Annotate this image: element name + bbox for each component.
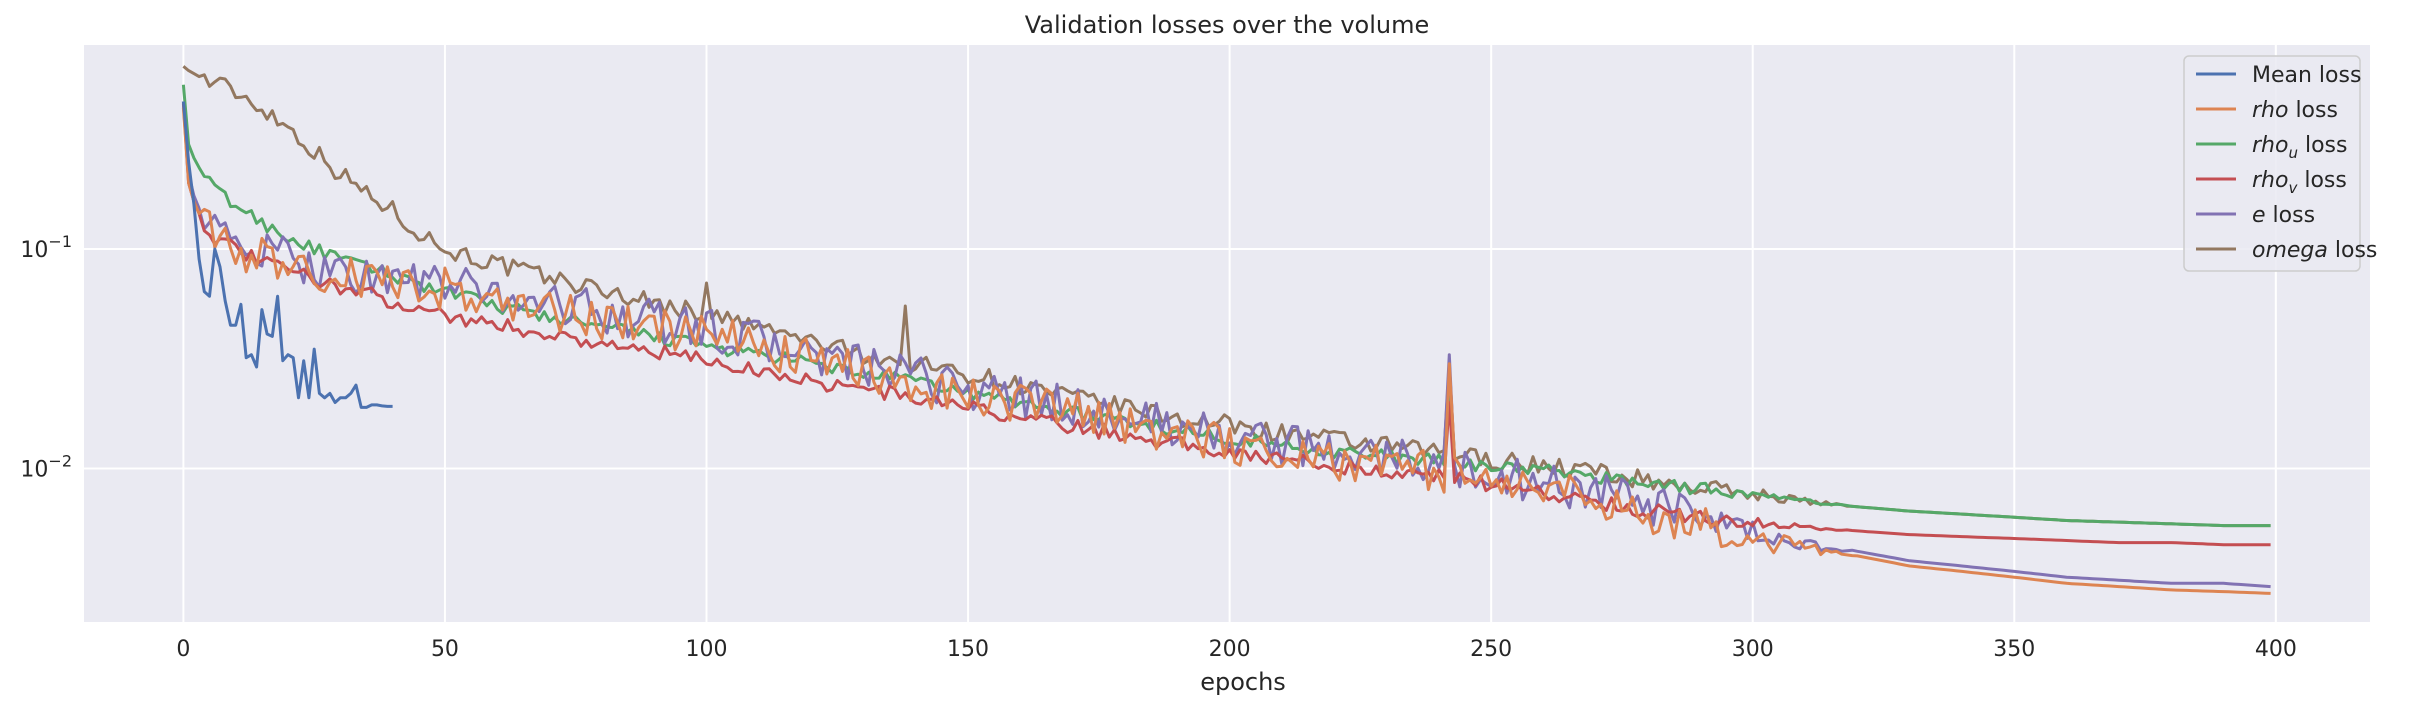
y-tick-label: 10−2 bbox=[20, 452, 72, 483]
legend-label: rhov loss bbox=[2252, 168, 2347, 197]
x-tick-label: 350 bbox=[1993, 637, 2035, 662]
x-tick-label: 150 bbox=[947, 637, 989, 662]
legend-label: rho loss bbox=[2252, 98, 2338, 123]
series-line-mean bbox=[181, 101, 393, 409]
x-tick-label: 250 bbox=[1470, 637, 1512, 662]
chart-title: Validation losses over the volume bbox=[1025, 11, 1429, 39]
x-tick-label: 400 bbox=[2255, 637, 2297, 662]
series-line-rho-v bbox=[181, 103, 2271, 547]
legend-label: e loss bbox=[2252, 203, 2315, 228]
x-tick-label: 300 bbox=[1732, 637, 1774, 662]
legend-label: Mean loss bbox=[2252, 63, 2361, 88]
series-line-rho bbox=[181, 107, 2271, 595]
x-tick-label: 0 bbox=[176, 637, 190, 662]
x-tick-label: 200 bbox=[1209, 637, 1251, 662]
x-tick-label: 100 bbox=[686, 637, 728, 662]
legend-label: omega loss bbox=[2252, 238, 2377, 263]
y-tick-label: 10−1 bbox=[20, 232, 72, 263]
legend: Mean loss rho loss rhou loss rhov loss e los… bbox=[2183, 55, 2377, 272]
legend-label: rhou loss bbox=[2252, 133, 2347, 162]
x-axis-label: epochs bbox=[1200, 668, 1286, 696]
series-lines bbox=[181, 65, 2271, 595]
x-tick-label: 50 bbox=[431, 637, 459, 662]
y-axis-ticks: 10−1 10−2 bbox=[20, 232, 72, 483]
plot-background bbox=[84, 45, 2370, 622]
x-axis-ticks: 0 50 100 150 200 250 300 350 400 bbox=[176, 637, 2296, 662]
